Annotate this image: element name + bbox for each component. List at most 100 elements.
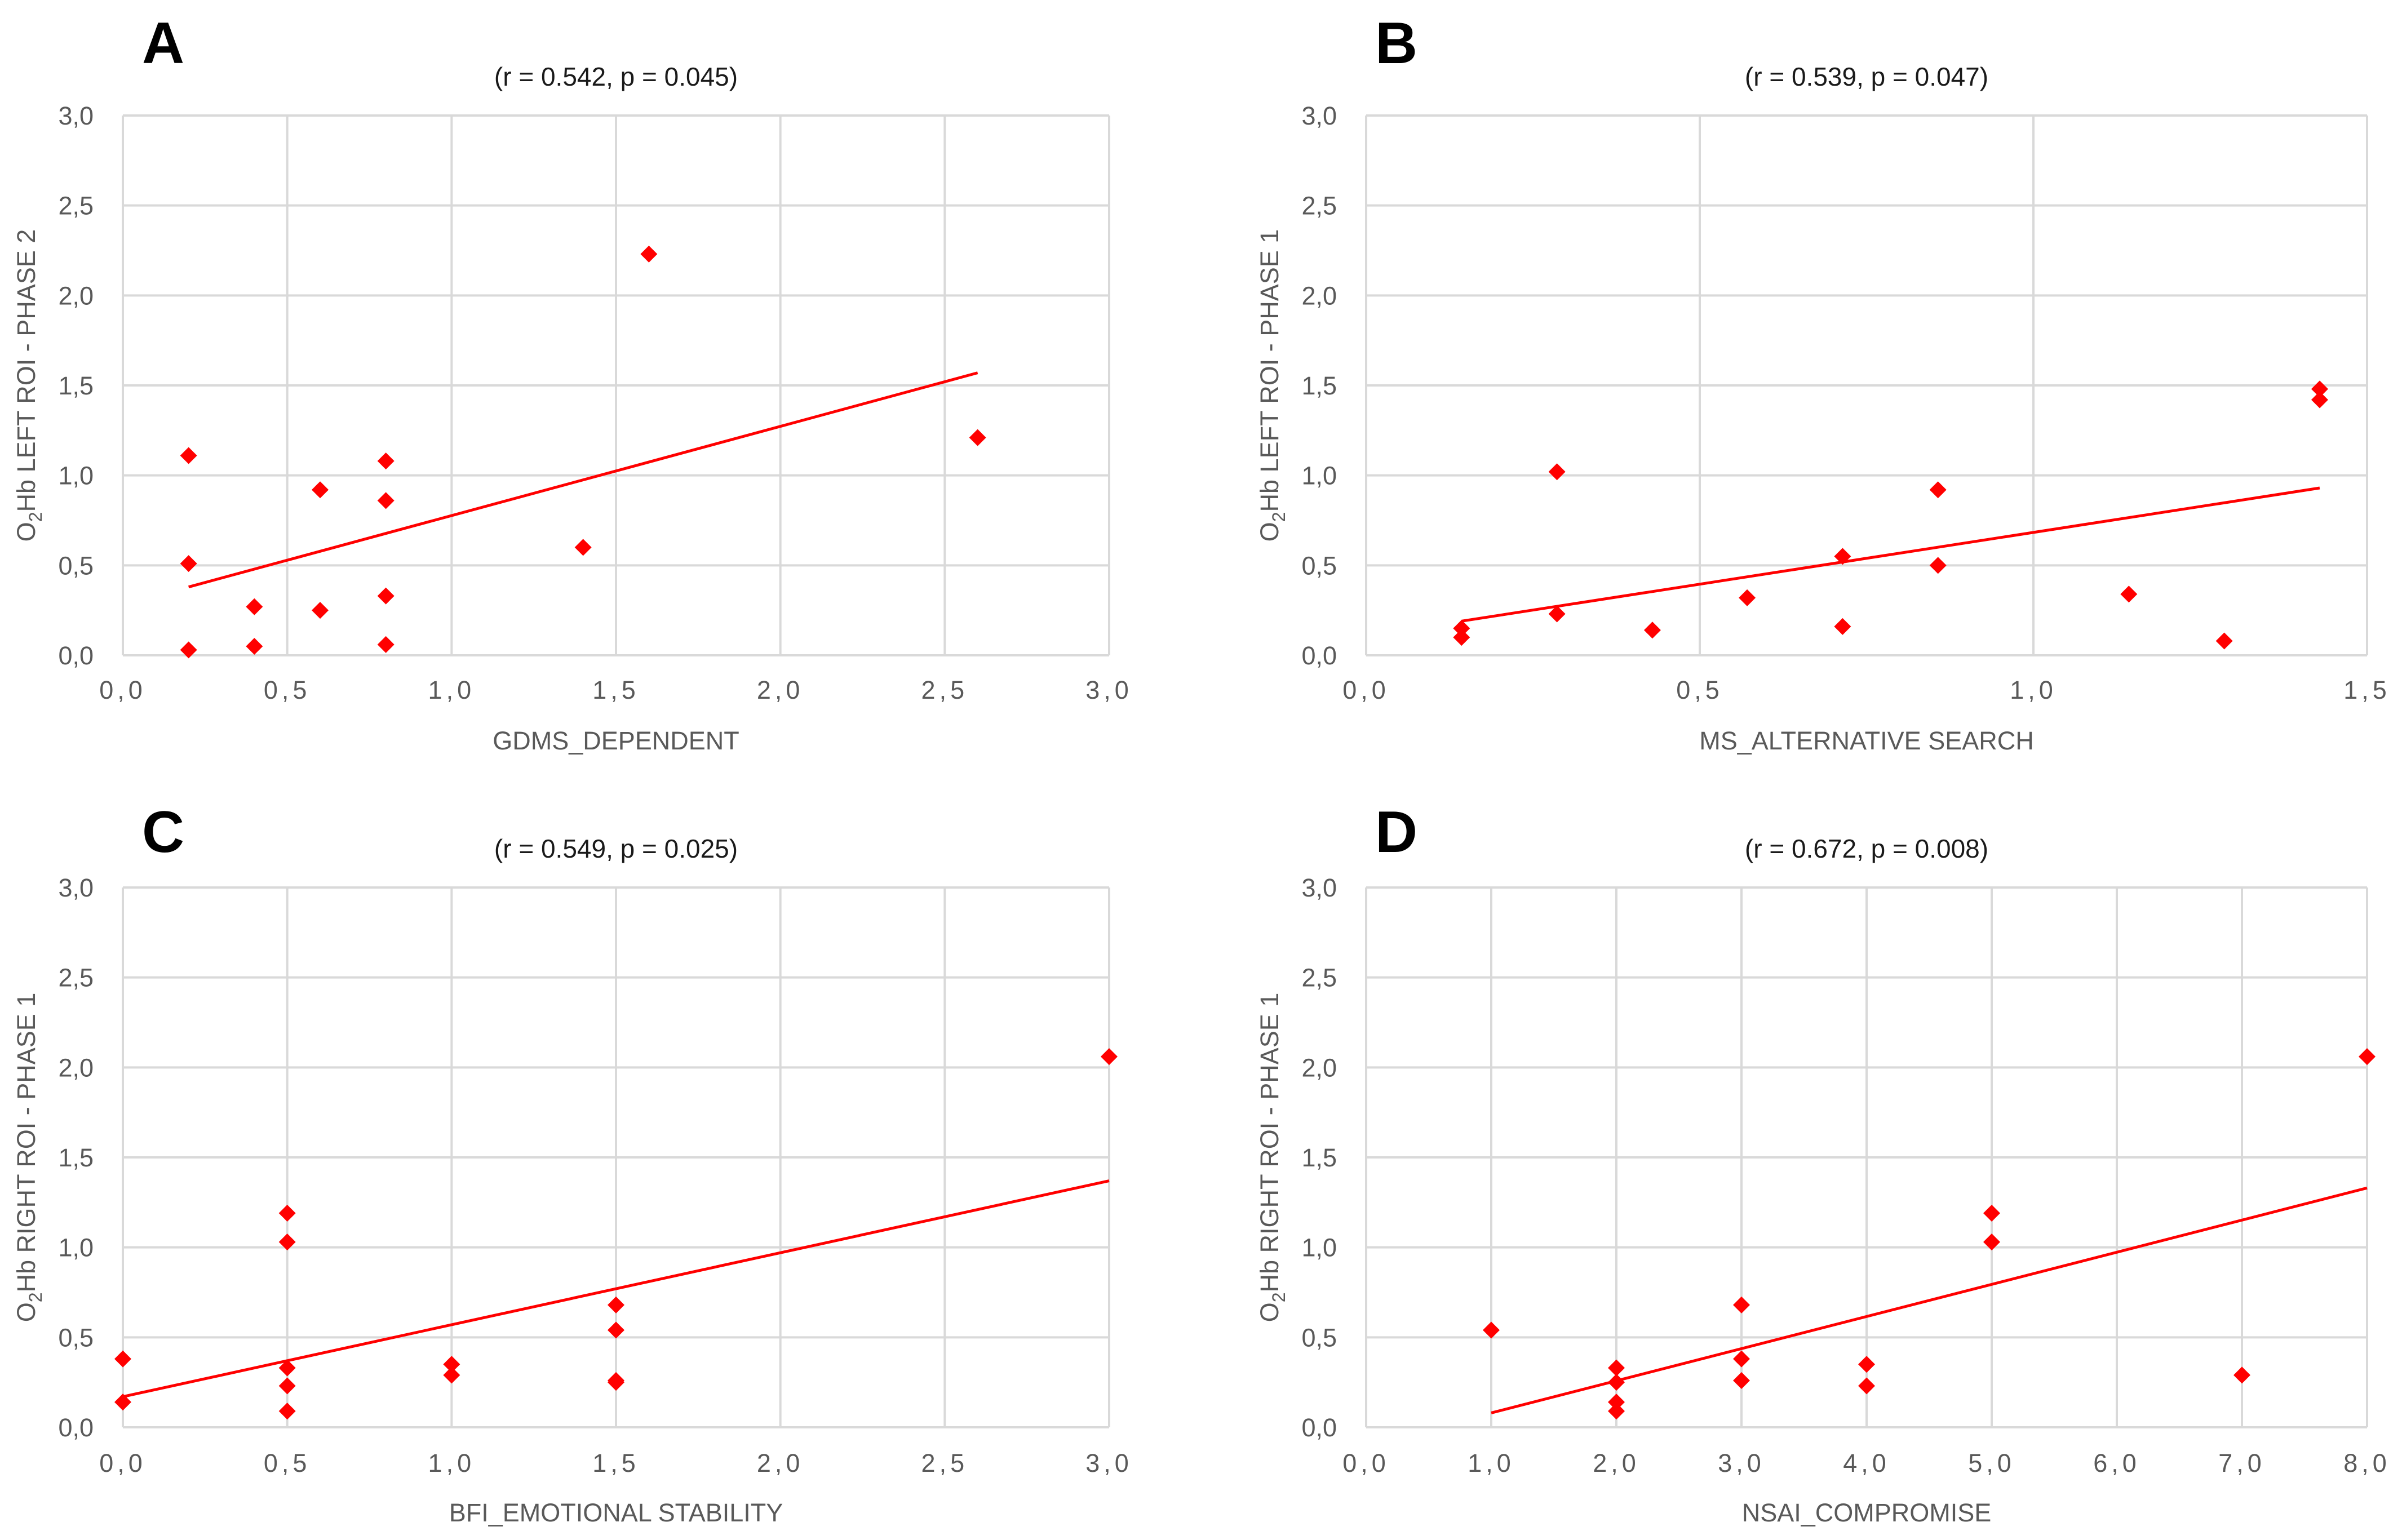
data-point bbox=[969, 429, 986, 446]
y-tick-label: 2,5 bbox=[58, 964, 94, 992]
y-axis-label-text: Hb LEFT ROI - PHASE 2 bbox=[12, 229, 41, 512]
trendline bbox=[1491, 1186, 2368, 1414]
data-point bbox=[1608, 1359, 1625, 1377]
data-point bbox=[1858, 1377, 1875, 1395]
y-axis-label-o: O bbox=[12, 522, 41, 542]
y-axis-label-subscript: 2 bbox=[1269, 512, 1289, 522]
data-point bbox=[1483, 1321, 1500, 1339]
y-tick-label: 0,0 bbox=[1301, 641, 1337, 670]
data-point bbox=[1983, 1204, 2000, 1222]
y-tick-label: 3,0 bbox=[1301, 873, 1337, 902]
y-tick-label: 2,5 bbox=[1301, 964, 1337, 992]
panel-a: A (r = 0.542, p = 0.045) 0,0 0,5 1,0 1,5 2,0 2,… bbox=[12, 11, 1133, 755]
data-point bbox=[1453, 620, 1470, 637]
y-tick-label: 1,0 bbox=[1301, 1233, 1337, 1262]
data-point bbox=[278, 1377, 296, 1395]
x-tick-label: 4,0 bbox=[1843, 1449, 1890, 1477]
panel-c: C (r = 0.549, p = 0.025) 0,0 0,5 1,0 1,5 2,0 2,… bbox=[12, 800, 1133, 1527]
data-point bbox=[114, 1350, 131, 1368]
data-point bbox=[312, 481, 329, 499]
x-tick-label: 2,0 bbox=[1593, 1449, 1640, 1477]
data-point bbox=[2359, 1048, 2376, 1066]
x-axis-label: MS_ALTERNATIVE SEARCH bbox=[1699, 726, 2033, 755]
y-axis-label-o: O bbox=[12, 1302, 41, 1322]
data-point bbox=[1101, 1048, 1118, 1066]
x-tick-label: 2,0 bbox=[757, 1449, 804, 1477]
data-point bbox=[278, 1403, 296, 1420]
data-point bbox=[1548, 605, 1566, 623]
x-tick-label: 3,0 bbox=[1718, 1449, 1765, 1477]
x-tick-label: 1,0 bbox=[1468, 1449, 1515, 1477]
x-tick-label: 3,0 bbox=[1085, 676, 1133, 704]
x-tick-label: 0,5 bbox=[264, 676, 311, 704]
y-tick-label: 0,5 bbox=[1301, 551, 1337, 580]
y-axis-label-o: O bbox=[1255, 522, 1284, 542]
x-axis-label: NSAI_COMPROMISE bbox=[1742, 1498, 1992, 1527]
y-axis-label: O2Hb LEFT ROI - PHASE 1 bbox=[1255, 229, 1289, 542]
y-tick-label: 2,5 bbox=[58, 192, 94, 220]
x-tick-label: 2,5 bbox=[921, 676, 969, 704]
y-tick-label: 0,0 bbox=[58, 641, 94, 670]
x-tick-label: 0,0 bbox=[99, 676, 147, 704]
data-point bbox=[1548, 463, 1566, 481]
data-point bbox=[574, 539, 592, 556]
y-axis-label-text: Hb RIGHT ROI - PHASE 1 bbox=[12, 993, 41, 1293]
data-point bbox=[180, 641, 197, 659]
y-tick-label: 2,0 bbox=[58, 1053, 94, 1082]
x-tick-label: 1,5 bbox=[592, 1449, 640, 1477]
y-tick-label: 3,0 bbox=[1301, 101, 1337, 130]
y-axis-label: O2Hb RIGHT ROI - PHASE 1 bbox=[12, 993, 46, 1322]
x-tick-label: 6,0 bbox=[2093, 1449, 2140, 1477]
data-point bbox=[443, 1366, 460, 1384]
y-tick-label: 1,5 bbox=[58, 1143, 94, 1172]
x-tick-label: 1,5 bbox=[2343, 676, 2391, 704]
x-tick-label: 0,0 bbox=[99, 1449, 147, 1477]
data-point bbox=[377, 492, 395, 509]
y-tick-label: 2,5 bbox=[1301, 192, 1337, 220]
data-point bbox=[377, 452, 395, 470]
data-point bbox=[608, 1321, 624, 1339]
x-tick-label: 1,5 bbox=[592, 676, 640, 704]
data-point bbox=[246, 598, 263, 615]
x-tick-label: 3,0 bbox=[1085, 1449, 1133, 1477]
data-point bbox=[640, 245, 658, 263]
data-point bbox=[246, 638, 263, 655]
panel-letter: C bbox=[142, 800, 184, 865]
data-point bbox=[1643, 622, 1661, 639]
data-point bbox=[2215, 632, 2233, 650]
data-point bbox=[2120, 585, 2138, 603]
data-point bbox=[312, 602, 329, 619]
data-point bbox=[1733, 1350, 1750, 1368]
data-point bbox=[278, 1204, 296, 1222]
data-point bbox=[180, 447, 197, 464]
data-point bbox=[1608, 1374, 1625, 1391]
y-tick-label: 1,5 bbox=[1301, 371, 1337, 400]
panel-letter: A bbox=[142, 11, 184, 76]
y-tick-label: 2,0 bbox=[58, 281, 94, 310]
x-tick-label: 2,5 bbox=[921, 1449, 969, 1477]
data-point bbox=[608, 1374, 624, 1391]
x-tick-label: 1,0 bbox=[428, 1449, 476, 1477]
data-point bbox=[1608, 1393, 1625, 1411]
data-point bbox=[278, 1233, 296, 1251]
y-axis-label-text: Hb LEFT ROI - PHASE 1 bbox=[1255, 229, 1284, 512]
data-point bbox=[2311, 391, 2328, 409]
data-point bbox=[377, 636, 395, 653]
panel-letter: B bbox=[1375, 11, 1417, 76]
data-point bbox=[1453, 629, 1470, 646]
data-point bbox=[1929, 481, 1947, 499]
data-point bbox=[180, 555, 197, 572]
data-point bbox=[1834, 548, 1851, 565]
data-point bbox=[443, 1356, 460, 1373]
y-tick-label: 1,0 bbox=[58, 461, 94, 490]
y-tick-label: 0,5 bbox=[1301, 1323, 1337, 1352]
data-point bbox=[1834, 618, 1851, 635]
data-point bbox=[1733, 1372, 1750, 1389]
x-axis-label: GDMS_DEPENDENT bbox=[493, 726, 739, 755]
y-tick-label: 1,5 bbox=[1301, 1143, 1337, 1172]
chart-title: (r = 0.542, p = 0.045) bbox=[494, 62, 738, 91]
y-tick-label: 3,0 bbox=[58, 101, 94, 130]
x-tick-label: 8,0 bbox=[2343, 1449, 2391, 1477]
x-tick-label: 5,0 bbox=[1968, 1449, 2015, 1477]
